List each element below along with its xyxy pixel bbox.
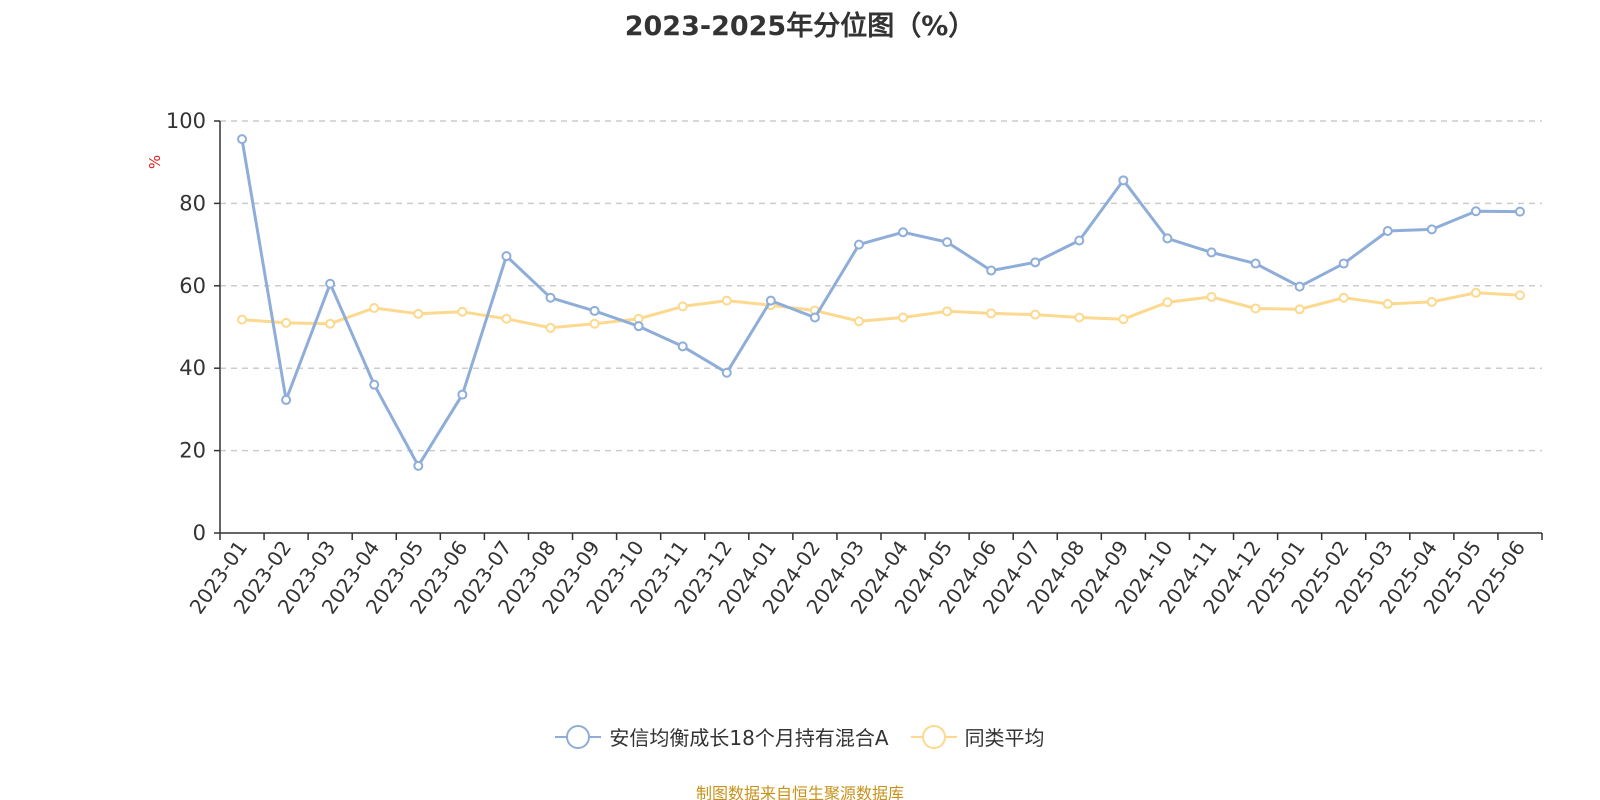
series-0-point-2024-03 (853, 239, 864, 250)
series-0-point-2023-08 (545, 292, 556, 303)
series-0-point-2023-04 (369, 379, 380, 390)
legend-fund-marker-icon (555, 724, 602, 749)
series-1-point-2023-04 (369, 303, 380, 314)
series-1-point-2025-02 (1338, 292, 1349, 303)
series-0-point-2024-02 (809, 312, 820, 323)
legend-item-fund[interactable]: 安信均衡成长18个月持有混合A (555, 722, 889, 751)
series-1-point-2024-08 (1074, 312, 1085, 323)
series-1-point-2023-02 (281, 317, 292, 328)
series-0-point-2025-01 (1294, 281, 1305, 292)
series-0-point-2024-10 (1162, 233, 1173, 244)
source-note: 制图数据来自恒生聚源数据库 (695, 784, 904, 800)
legend-peer-label: 同类平均 (964, 726, 1045, 750)
legend-fund-label: 安信均衡成长18个月持有混合A (609, 726, 889, 750)
series-0-point-2023-06 (457, 389, 468, 400)
y-tick-label-100: 100 (166, 109, 206, 133)
series-0-point-2023-12 (721, 367, 732, 378)
y-tick-label-0: 0 (193, 521, 206, 545)
series-0-point-2023-01 (237, 134, 248, 145)
y-tick-label-60: 60 (179, 274, 206, 298)
chart-title: 2023-2025年分位图（%） (624, 11, 976, 42)
series-0-point-2024-08 (1074, 235, 1085, 246)
series-1-point-2023-09 (589, 318, 600, 329)
y-tick-label-40: 40 (179, 356, 206, 380)
series-0-point-2024-07 (1030, 257, 1041, 268)
series-1-point-2023-07 (501, 313, 512, 324)
series-1-point-2024-04 (898, 312, 909, 323)
series-0-point-2025-02 (1338, 258, 1349, 269)
series-1-point-2023-01 (237, 314, 248, 325)
series-1-point-2024-07 (1030, 309, 1041, 320)
series-0-point-2024-09 (1118, 175, 1129, 186)
series-0-point-2025-04 (1426, 224, 1437, 235)
series-line-1 (241, 291, 1521, 330)
series-1-point-2023-08 (545, 322, 556, 333)
series-0-point-2024-06 (986, 265, 997, 276)
series-0-point-2023-02 (281, 394, 292, 405)
series-1-point-2024-06 (986, 308, 997, 319)
series-1-point-2023-06 (457, 306, 468, 317)
y-tick-label-80: 80 (179, 191, 206, 215)
series-0-point-2025-03 (1382, 226, 1393, 237)
series-1-point-2023-05 (413, 308, 424, 319)
series-layer (237, 134, 1525, 471)
series-1-point-2025-06 (1514, 290, 1525, 301)
series-1-point-2024-03 (853, 316, 864, 327)
series-0-point-2025-06 (1514, 206, 1525, 217)
series-0-point-2024-01 (765, 295, 776, 306)
legend-item-peer-average[interactable]: 同类平均 (910, 722, 1045, 751)
series-0-point-2024-11 (1206, 247, 1217, 258)
series-1-point-2024-09 (1118, 314, 1129, 325)
series-0-point-2023-07 (501, 251, 512, 262)
series-1-point-2024-05 (942, 306, 953, 317)
series-0-point-2025-05 (1470, 206, 1481, 217)
series-1-point-2025-04 (1426, 296, 1437, 307)
series-0-point-2024-05 (942, 237, 953, 248)
axis-layer: 020406080100%2023-012023-022023-032023-0… (146, 109, 1543, 618)
series-1-point-2024-10 (1162, 297, 1173, 308)
series-0-point-2023-11 (677, 341, 688, 352)
series-0-point-2023-03 (325, 278, 336, 289)
series-1-point-2024-12 (1250, 303, 1261, 314)
series-0-point-2023-05 (413, 460, 424, 471)
y-axis-label: % (146, 155, 164, 169)
series-0-point-2023-10 (633, 321, 644, 332)
series-1-point-2023-12 (721, 295, 732, 306)
series-line-0 (240, 138, 1521, 468)
series-1-point-2025-03 (1382, 298, 1393, 309)
series-1-point-2024-11 (1206, 291, 1217, 302)
grid-layer (220, 120, 1542, 452)
legend: 安信均衡成长18个月持有混合A 同类平均 (0, 722, 1600, 751)
y-tick-label-20: 20 (179, 439, 206, 463)
series-1-point-2023-03 (325, 318, 336, 329)
series-0-point-2023-09 (589, 305, 600, 316)
series-0-point-2024-12 (1250, 258, 1261, 269)
series-1-point-2025-05 (1470, 287, 1481, 298)
series-1-point-2023-11 (677, 301, 688, 312)
series-0-point-2024-04 (898, 227, 909, 238)
legend-peer-marker-icon (910, 724, 957, 749)
series-1-point-2025-01 (1294, 304, 1305, 315)
